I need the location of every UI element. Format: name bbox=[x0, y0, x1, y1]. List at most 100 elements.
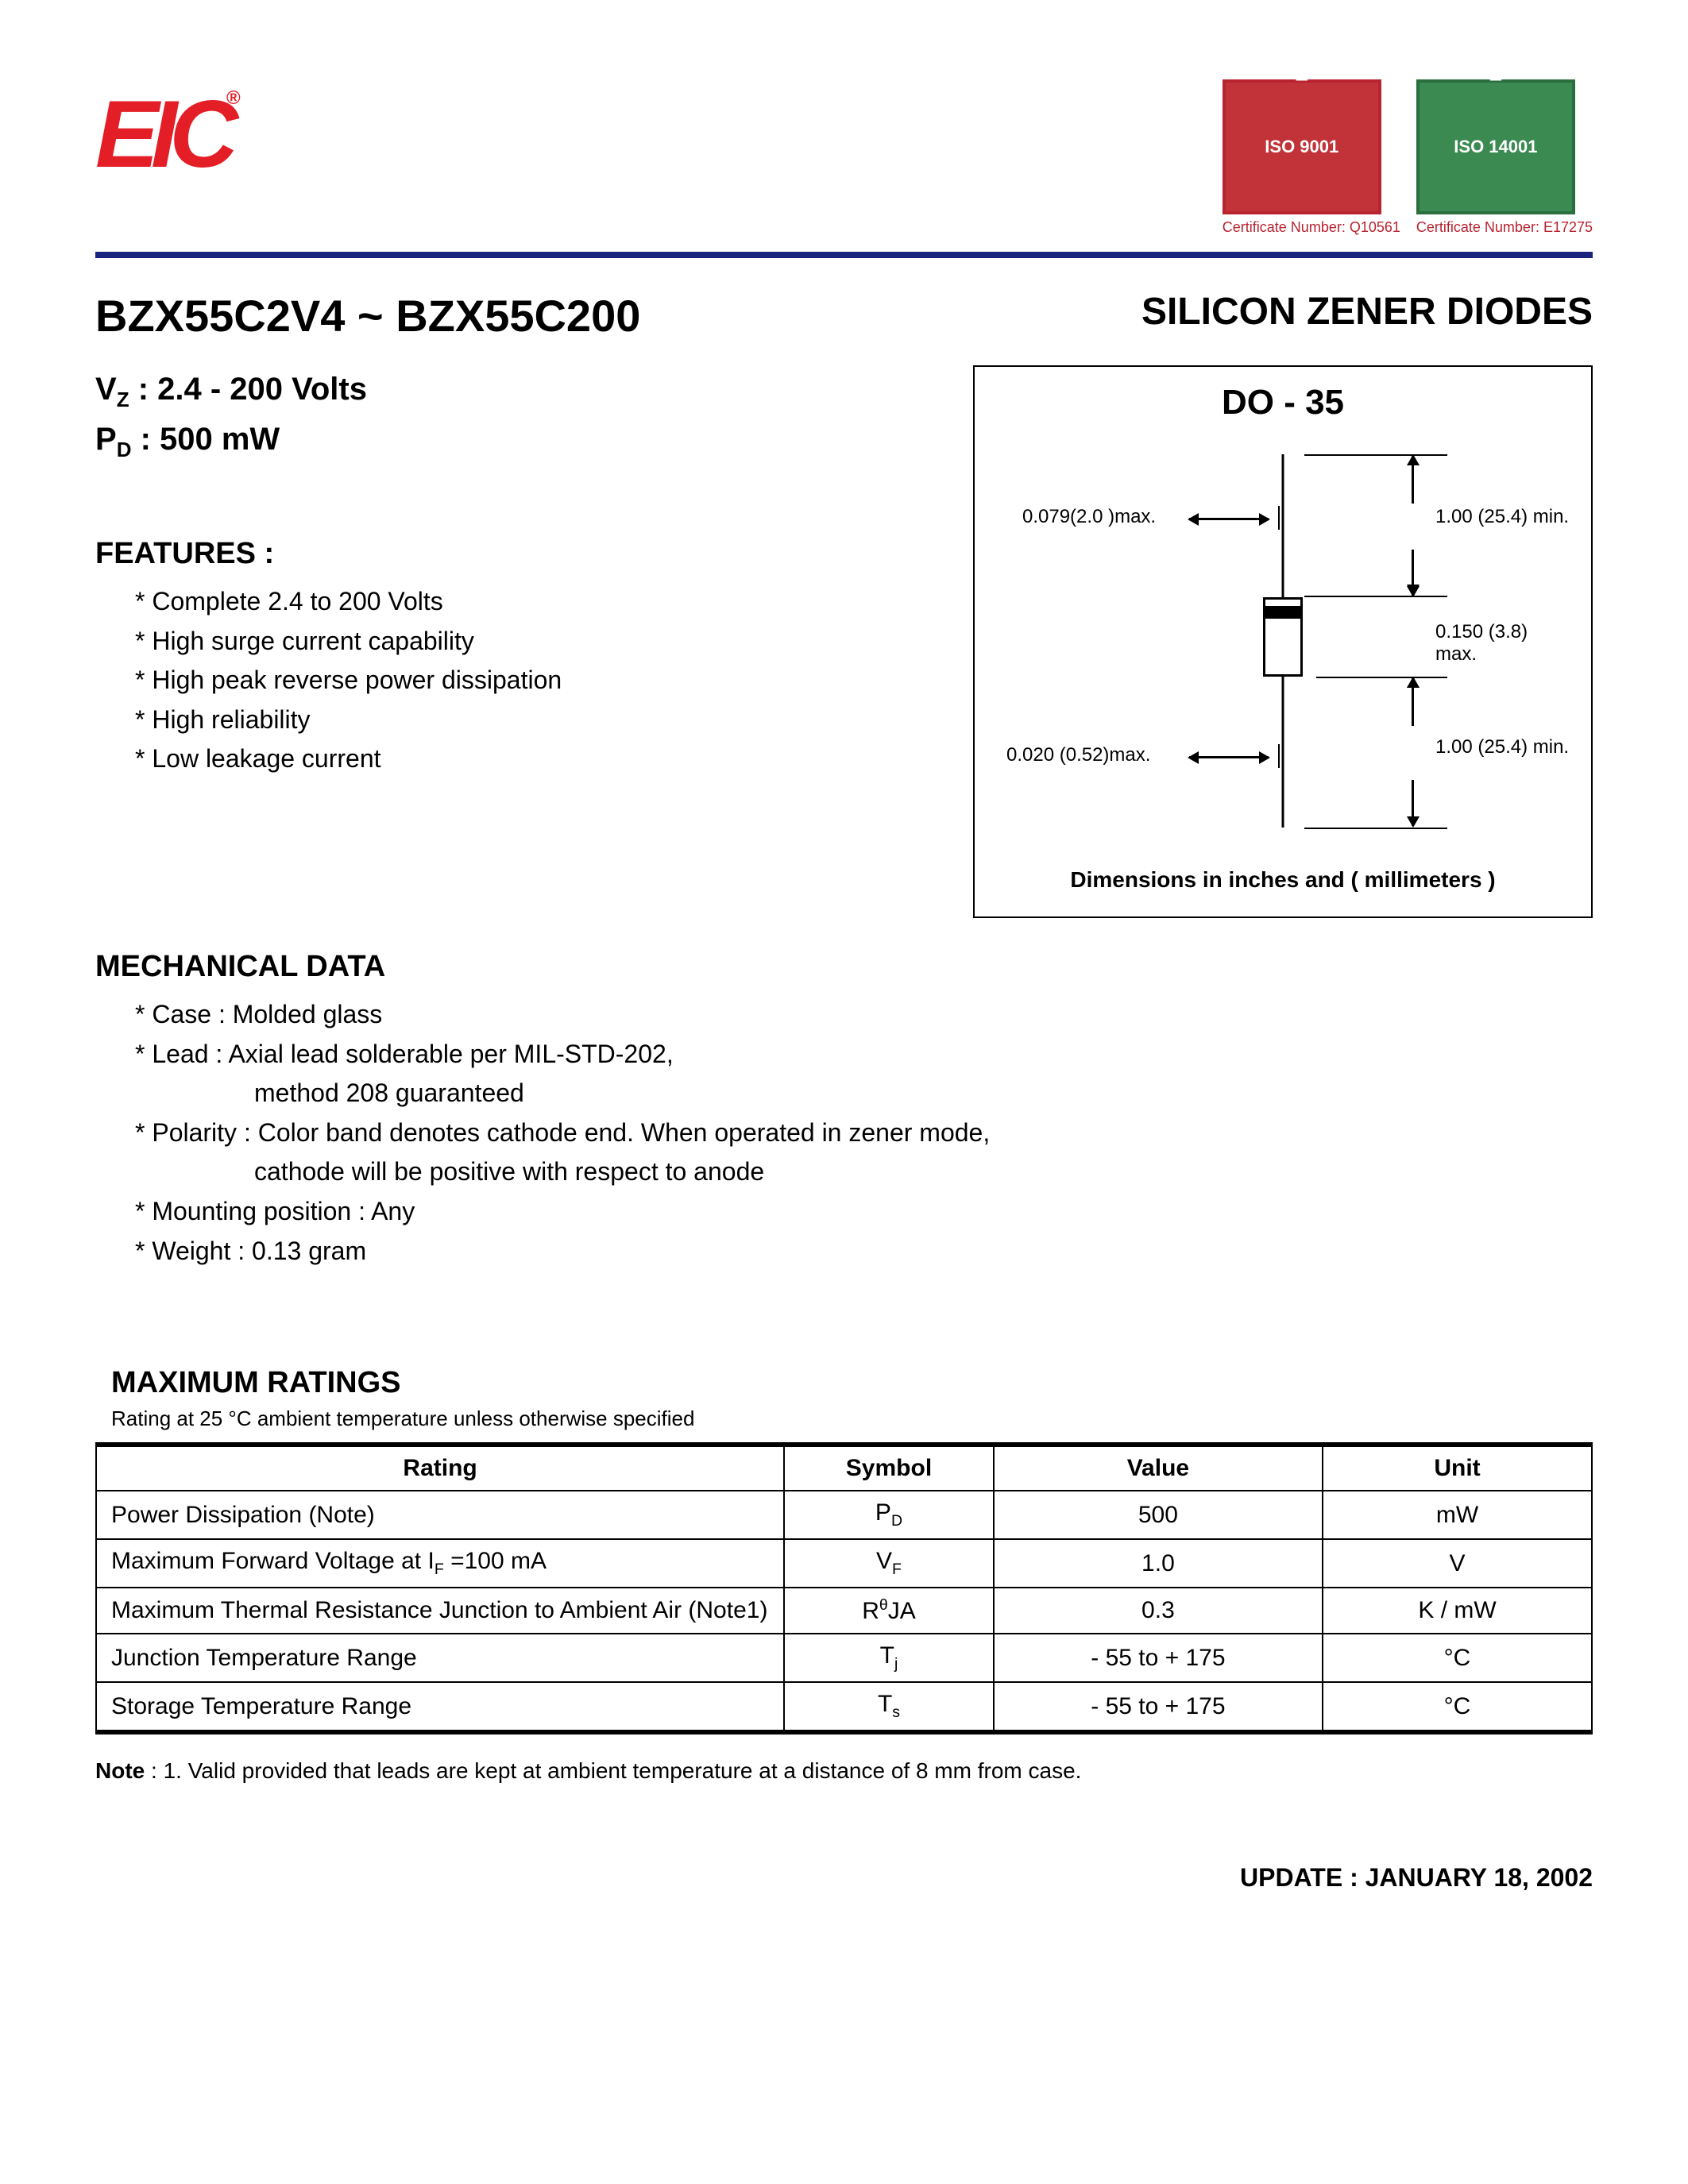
cell-rating: Storage Temperature Range bbox=[96, 1682, 784, 1732]
dim-lead-len-top: 1.00 (25.4) min. bbox=[1435, 506, 1570, 528]
spec-prefix: P bbox=[95, 422, 117, 457]
ratings-table: Rating Symbol Value Unit Power Dissipati… bbox=[95, 1442, 1593, 1734]
header-divider bbox=[95, 252, 1593, 258]
col-unit: Unit bbox=[1323, 1445, 1592, 1491]
col-rating: Rating bbox=[96, 1445, 784, 1491]
features-section: FEATURES : * Complete 2.4 to 200 Volts* … bbox=[95, 537, 925, 779]
dim-arrow bbox=[1412, 565, 1414, 596]
col-value: Value bbox=[994, 1445, 1323, 1491]
dim-tick bbox=[1304, 828, 1447, 829]
mechanical-item: * Lead : Axial lead solderable per MIL-S… bbox=[135, 1035, 1593, 1075]
key-specs: VZ : 2.4 - 200 Volts PD : 500 mW bbox=[95, 365, 925, 465]
spec-prefix: V bbox=[95, 372, 117, 407]
cell-symbol: Ts bbox=[784, 1682, 994, 1732]
dim-arrow bbox=[1412, 456, 1414, 504]
table-row: Junction Temperature RangeTj- 55 to + 17… bbox=[96, 1634, 1592, 1682]
table-row: Storage Temperature RangeTs- 55 to + 175… bbox=[96, 1682, 1592, 1732]
features-list: * Complete 2.4 to 200 Volts* High surge … bbox=[95, 582, 925, 779]
vz-spec: VZ : 2.4 - 200 Volts bbox=[95, 365, 925, 415]
dim-body-outer: 0.020 (0.52)max. bbox=[1006, 744, 1150, 766]
cert-label: ISO 9001 bbox=[1265, 137, 1338, 157]
cert-label: ISO 14001 bbox=[1454, 137, 1537, 157]
cell-value: 500 bbox=[994, 1491, 1323, 1539]
ratings-heading: MAXIMUM RATINGS bbox=[111, 1366, 1593, 1400]
spec-sub: D bbox=[117, 438, 132, 461]
crown-icon: ♔ bbox=[1291, 59, 1312, 87]
cell-unit: °C bbox=[1323, 1682, 1592, 1732]
cert-caption: Certificate Number: Q10561 bbox=[1223, 219, 1400, 236]
spec-sub: Z bbox=[117, 388, 129, 411]
cell-symbol: PD bbox=[784, 1491, 994, 1539]
certification-badges: ♔ ISO 9001 Certificate Number: Q10561 ♔ … bbox=[1223, 79, 1593, 236]
dim-tick bbox=[1278, 744, 1280, 768]
table-row: Power Dissipation (Note)PD500mW bbox=[96, 1491, 1592, 1539]
feature-item: * High peak reverse power dissipation bbox=[135, 661, 925, 700]
table-row: Maximum Thermal Resistance Junction to A… bbox=[96, 1588, 1592, 1634]
cell-value: - 55 to + 175 bbox=[994, 1634, 1323, 1682]
mechanical-section: MECHANICAL DATA * Case : Molded glass* L… bbox=[95, 950, 1593, 1271]
part-number-title: BZX55C2V4 ~ BZX55C200 bbox=[95, 290, 640, 341]
right-column: DO - 35 0.079(2.0 )max. 1.00 (25.4) min. bbox=[973, 365, 1593, 918]
diode-body bbox=[1263, 597, 1303, 677]
dim-arrow bbox=[1189, 756, 1269, 758]
cert-caption: Certificate Number: E17275 bbox=[1416, 219, 1593, 236]
mechanical-heading: MECHANICAL DATA bbox=[95, 950, 1593, 984]
ratings-subheading: Rating at 25 °C ambient temperature unle… bbox=[111, 1406, 1593, 1431]
package-outline-box: DO - 35 0.079(2.0 )max. 1.00 (25.4) min. bbox=[973, 365, 1593, 918]
features-heading: FEATURES : bbox=[95, 537, 925, 571]
feature-item: * Low leakage current bbox=[135, 739, 925, 779]
cell-symbol: Tj bbox=[784, 1634, 994, 1682]
dim-lead-dia: 0.079(2.0 )max. bbox=[1022, 506, 1156, 528]
feature-item: * High surge current capability bbox=[135, 622, 925, 662]
mechanical-item: * Case : Molded glass bbox=[135, 995, 1593, 1035]
package-caption: Dimensions in inches and ( millimeters ) bbox=[999, 867, 1567, 893]
mechanical-item: cathode will be positive with respect to… bbox=[135, 1152, 1593, 1192]
mechanical-item: method 208 guaranteed bbox=[135, 1074, 1593, 1113]
diode-lead-bottom bbox=[1282, 677, 1284, 828]
dim-arrow bbox=[1412, 780, 1414, 826]
cell-value: 0.3 bbox=[994, 1588, 1323, 1634]
package-title: DO - 35 bbox=[999, 383, 1567, 423]
dim-lead-len-bot: 1.00 (25.4) min. bbox=[1435, 736, 1570, 758]
table-header-row: Rating Symbol Value Unit bbox=[96, 1445, 1592, 1491]
cell-symbol: VF bbox=[784, 1539, 994, 1588]
dim-arrow bbox=[1412, 678, 1414, 726]
cell-rating: Maximum Thermal Resistance Junction to A… bbox=[96, 1588, 784, 1634]
dim-body-dia: 0.150 (3.8) max. bbox=[1435, 621, 1570, 666]
logo-text: EIC bbox=[95, 81, 230, 187]
cert-iso9001: ♔ ISO 9001 Certificate Number: Q10561 bbox=[1223, 79, 1400, 236]
main-content-row: VZ : 2.4 - 200 Volts PD : 500 mW FEATURE… bbox=[95, 365, 1593, 918]
cell-value: 1.0 bbox=[994, 1539, 1323, 1588]
title-row: BZX55C2V4 ~ BZX55C200 SILICON ZENER DIOD… bbox=[95, 290, 1593, 341]
update-date: UPDATE : JANUARY 18, 2002 bbox=[95, 1863, 1593, 1893]
feature-item: * High reliability bbox=[135, 700, 925, 740]
cell-rating: Power Dissipation (Note) bbox=[96, 1491, 784, 1539]
dim-tick bbox=[1304, 596, 1447, 597]
registered-mark: ® bbox=[226, 87, 233, 109]
cert-iso14001: ♔ ISO 14001 Certificate Number: E17275 bbox=[1416, 79, 1593, 236]
dim-tick bbox=[1304, 454, 1447, 456]
mechanical-item: * Polarity : Color band denotes cathode … bbox=[135, 1113, 1593, 1153]
cell-rating: Junction Temperature Range bbox=[96, 1634, 784, 1682]
dim-tick bbox=[1316, 677, 1447, 678]
mechanical-list: * Case : Molded glass* Lead : Axial lead… bbox=[95, 995, 1593, 1271]
page-header: EIC® ♔ ISO 9001 Certificate Number: Q105… bbox=[95, 79, 1593, 236]
cert-badge-9001: ♔ ISO 9001 bbox=[1223, 79, 1381, 214]
company-logo: EIC® bbox=[95, 79, 237, 189]
cert-badge-14001: ♔ ISO 14001 bbox=[1416, 79, 1575, 214]
cell-unit: °C bbox=[1323, 1634, 1592, 1682]
mechanical-item: * Mounting position : Any bbox=[135, 1192, 1593, 1232]
cell-value: - 55 to + 175 bbox=[994, 1682, 1323, 1732]
package-diagram: 0.079(2.0 )max. 1.00 (25.4) min. 0.150 (… bbox=[999, 438, 1567, 851]
cell-unit: mW bbox=[1323, 1491, 1592, 1539]
product-title: SILICON ZENER DIODES bbox=[1141, 290, 1593, 341]
feature-item: * Complete 2.4 to 200 Volts bbox=[135, 582, 925, 622]
col-symbol: Symbol bbox=[784, 1445, 994, 1491]
cell-unit: V bbox=[1323, 1539, 1592, 1588]
pd-spec: PD : 500 mW bbox=[95, 415, 925, 465]
cell-unit: K / mW bbox=[1323, 1588, 1592, 1634]
ratings-section: MAXIMUM RATINGS Rating at 25 °C ambient … bbox=[95, 1366, 1593, 1734]
mechanical-item: * Weight : 0.13 gram bbox=[135, 1232, 1593, 1271]
crown-icon: ♔ bbox=[1485, 59, 1506, 87]
left-column: VZ : 2.4 - 200 Volts PD : 500 mW FEATURE… bbox=[95, 365, 925, 918]
